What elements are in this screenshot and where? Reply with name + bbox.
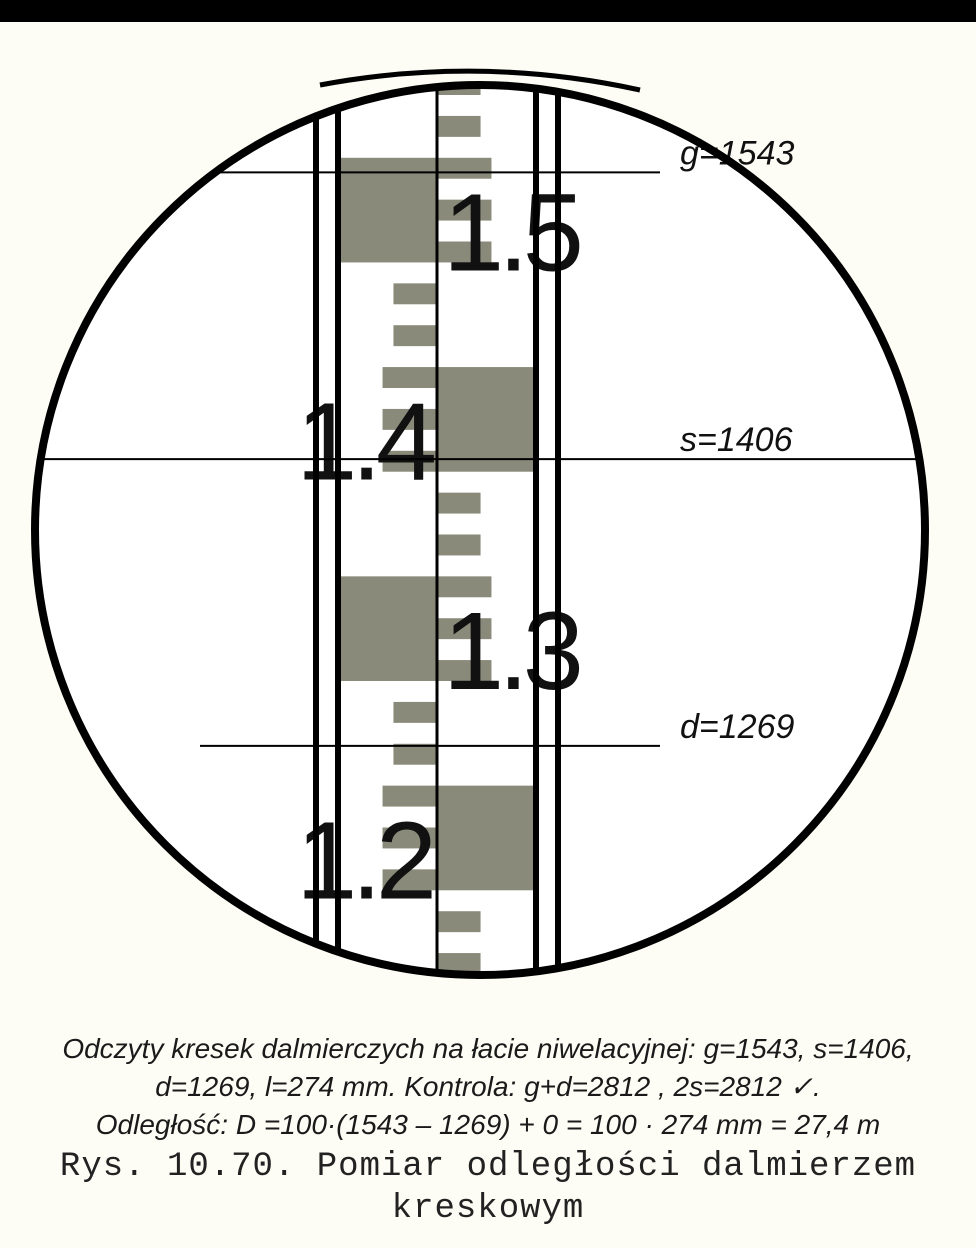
caption-line-1: Odczyty kresek dalmierczych na łacie niw…	[0, 1030, 976, 1068]
top-black-bar	[0, 0, 976, 22]
stadia-label: d=1269	[680, 708, 794, 746]
stadia-label: s=1406	[680, 421, 793, 459]
figure-title-line-1: Rys. 10.70. Pomiar odległości dalmierzem	[0, 1148, 976, 1186]
caption-line-2: d=1269, l=274 mm. Kontrola: g+d=2812 , 2…	[0, 1068, 976, 1106]
reticle-diagram: 1.51.41.31.2 g=1543s=1406d=1269	[0, 20, 976, 1020]
caption-line-3: Odległość: D =100·(1543 – 1269) + 0 = 10…	[0, 1106, 976, 1144]
figure-title-line-2: kreskowym	[0, 1190, 976, 1228]
page: 1.51.41.31.2 g=1543s=1406d=1269 Odczyty …	[0, 0, 976, 1248]
